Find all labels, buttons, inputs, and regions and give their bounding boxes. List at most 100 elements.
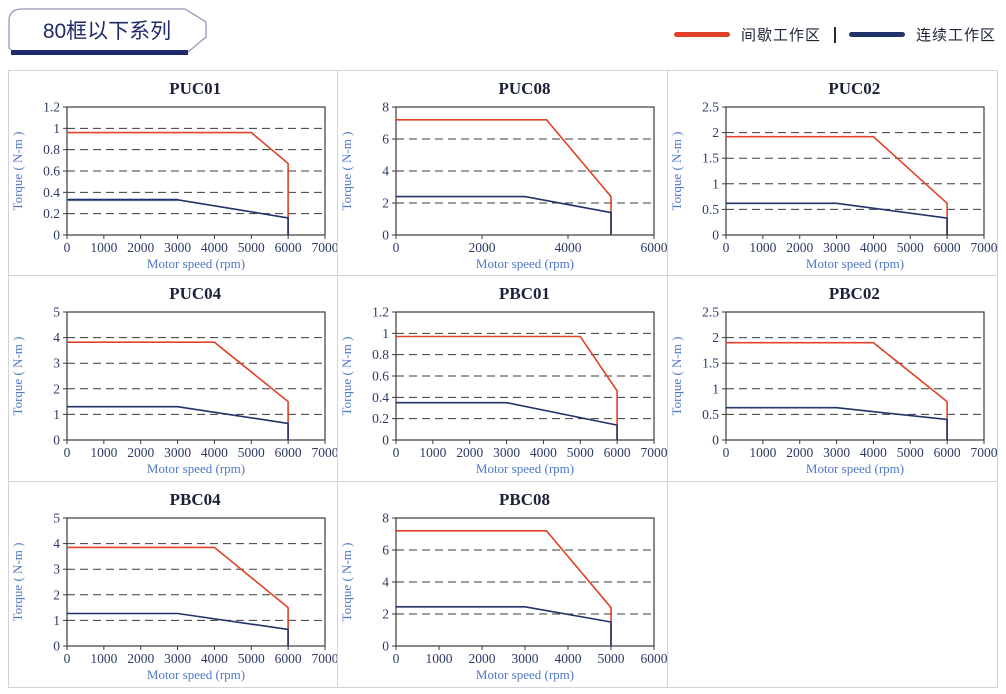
svg-text:6000: 6000 bbox=[641, 240, 668, 255]
chart-panel: PBC01 0 0.2 0.4 0.6 0.8 1 1.2 0 1000 2000 3000 4000… bbox=[338, 276, 668, 482]
banner-outline bbox=[8, 8, 207, 53]
svg-text:0: 0 bbox=[393, 445, 400, 460]
chart-panel: PUC04 0 1 2 3 4 5 0 1000 2000 3000 4000 5000 6000 700… bbox=[9, 276, 339, 482]
svg-text:2000: 2000 bbox=[457, 445, 484, 460]
svg-text:0.6: 0.6 bbox=[43, 164, 60, 179]
svg-text:1000: 1000 bbox=[420, 445, 447, 460]
chart-title: PBC02 bbox=[828, 284, 880, 304]
chart-plot: 0 2 4 6 8 0 1000 2000 3000 4000 5000 6000 Motor spee… bbox=[338, 510, 668, 687]
svg-text:Motor speed (rpm): Motor speed (rpm) bbox=[147, 256, 245, 271]
legend-label-intermittent: 间歇工作区 bbox=[740, 27, 821, 44]
chart-panel: PBC08 0 2 4 6 8 0 1000 2000 3000 4000 5000 6000 Moto… bbox=[338, 481, 668, 687]
svg-text:4: 4 bbox=[53, 330, 60, 345]
svg-text:4000: 4000 bbox=[860, 240, 887, 255]
svg-text:1.2: 1.2 bbox=[372, 305, 389, 320]
svg-text:Motor speed (rpm): Motor speed (rpm) bbox=[476, 461, 574, 476]
svg-text:3000: 3000 bbox=[823, 445, 850, 460]
svg-text:2.5: 2.5 bbox=[702, 305, 719, 320]
svg-text:4000: 4000 bbox=[201, 240, 228, 255]
svg-text:0.5: 0.5 bbox=[702, 202, 719, 217]
chart-plot: 0 0.2 0.4 0.6 0.8 1 1.2 0 1000 2000 3000 4000 5000 60… bbox=[9, 99, 337, 275]
svg-text:5000: 5000 bbox=[896, 240, 923, 255]
svg-text:2000: 2000 bbox=[469, 651, 496, 666]
svg-text:Motor speed (rpm): Motor speed (rpm) bbox=[476, 256, 574, 271]
svg-text:6000: 6000 bbox=[933, 240, 960, 255]
svg-text:4: 4 bbox=[383, 574, 390, 589]
series-banner: 80框以下系列 bbox=[8, 8, 210, 56]
svg-text:3000: 3000 bbox=[493, 445, 520, 460]
svg-text:5000: 5000 bbox=[896, 445, 923, 460]
svg-text:7000: 7000 bbox=[312, 445, 339, 460]
intermittent-zone-line-icon bbox=[673, 32, 730, 37]
svg-text:1: 1 bbox=[53, 121, 60, 136]
svg-text:1.5: 1.5 bbox=[702, 151, 719, 166]
svg-text:2000: 2000 bbox=[127, 445, 154, 460]
svg-text:4000: 4000 bbox=[201, 445, 228, 460]
svg-text:0: 0 bbox=[722, 445, 729, 460]
svg-text:1000: 1000 bbox=[90, 651, 117, 666]
svg-text:1000: 1000 bbox=[749, 240, 776, 255]
chart-plot: 0 0.5 1 1.5 2 2.5 0 1000 2000 3000 4000 5000 6000 700… bbox=[668, 99, 997, 275]
chart-plot: 0 1 2 3 4 5 0 1000 2000 3000 4000 5000 6000 7000 Motor… bbox=[9, 510, 337, 687]
chart-title: PUC01 bbox=[169, 79, 222, 98]
svg-text:5000: 5000 bbox=[238, 651, 265, 666]
svg-text:2: 2 bbox=[53, 587, 60, 602]
svg-text:5000: 5000 bbox=[238, 445, 265, 460]
svg-text:5: 5 bbox=[53, 510, 60, 525]
svg-text:3000: 3000 bbox=[164, 651, 191, 666]
svg-text:5000: 5000 bbox=[567, 445, 594, 460]
svg-text:3000: 3000 bbox=[164, 445, 191, 460]
svg-text:0.2: 0.2 bbox=[43, 206, 60, 221]
svg-text:7000: 7000 bbox=[970, 240, 997, 255]
svg-text:0.4: 0.4 bbox=[43, 185, 60, 200]
svg-text:1: 1 bbox=[383, 326, 390, 341]
svg-text:2: 2 bbox=[712, 125, 719, 140]
svg-text:0: 0 bbox=[64, 651, 71, 666]
svg-text:0.8: 0.8 bbox=[43, 142, 60, 157]
svg-text:Torque ( N-m ): Torque ( N-m ) bbox=[10, 132, 25, 211]
svg-text:5: 5 bbox=[53, 305, 60, 320]
svg-text:4000: 4000 bbox=[201, 651, 228, 666]
svg-text:Torque ( N-m ): Torque ( N-m ) bbox=[10, 337, 25, 416]
svg-text:1.5: 1.5 bbox=[702, 356, 719, 371]
svg-text:0: 0 bbox=[64, 445, 71, 460]
svg-text:2000: 2000 bbox=[786, 240, 813, 255]
chart-title: PBC01 bbox=[498, 284, 550, 304]
svg-text:0: 0 bbox=[712, 228, 719, 243]
legend-separator bbox=[833, 26, 836, 43]
svg-text:0: 0 bbox=[53, 228, 60, 243]
chart-title: PBC08 bbox=[498, 489, 550, 509]
svg-text:8: 8 bbox=[383, 510, 390, 525]
svg-text:0: 0 bbox=[53, 638, 60, 653]
svg-text:6000: 6000 bbox=[641, 651, 668, 666]
svg-text:6: 6 bbox=[383, 132, 390, 147]
svg-text:Motor speed (rpm): Motor speed (rpm) bbox=[806, 461, 904, 476]
svg-text:1: 1 bbox=[53, 613, 60, 628]
svg-text:4: 4 bbox=[383, 164, 390, 179]
svg-text:0: 0 bbox=[393, 240, 400, 255]
svg-text:3000: 3000 bbox=[823, 240, 850, 255]
svg-text:4000: 4000 bbox=[555, 240, 582, 255]
svg-text:6000: 6000 bbox=[604, 445, 631, 460]
svg-text:6000: 6000 bbox=[275, 240, 302, 255]
chart-panel: PBC02 0 0.5 1 1.5 2 2.5 0 1000 2000 3000 4000 5000 6… bbox=[667, 276, 997, 482]
svg-text:0: 0 bbox=[383, 433, 390, 448]
svg-text:3: 3 bbox=[53, 561, 60, 576]
svg-text:Torque ( N-m ): Torque ( N-m ) bbox=[669, 337, 684, 416]
svg-text:6000: 6000 bbox=[275, 651, 302, 666]
svg-text:Torque ( N-m ): Torque ( N-m ) bbox=[339, 132, 354, 211]
chart-panel: PBC04 0 1 2 3 4 5 0 1000 2000 3000 4000 5000 6000 700… bbox=[9, 481, 339, 687]
svg-text:0: 0 bbox=[712, 433, 719, 448]
svg-text:2000: 2000 bbox=[786, 445, 813, 460]
chart-title: PBC04 bbox=[169, 489, 221, 509]
svg-text:6: 6 bbox=[383, 542, 390, 557]
svg-text:Motor speed (rpm): Motor speed (rpm) bbox=[806, 256, 904, 271]
svg-text:8: 8 bbox=[383, 100, 390, 115]
svg-text:Torque ( N-m ): Torque ( N-m ) bbox=[10, 542, 25, 621]
svg-text:7000: 7000 bbox=[970, 445, 997, 460]
svg-text:0: 0 bbox=[53, 433, 60, 448]
svg-text:2000: 2000 bbox=[127, 240, 154, 255]
chart-panel: PUC08 0 2 4 6 8 0 2000 4000 6000 Motor speed (rpm… bbox=[338, 71, 668, 277]
chart-title: PUC04 bbox=[169, 284, 222, 304]
svg-text:1000: 1000 bbox=[749, 445, 776, 460]
